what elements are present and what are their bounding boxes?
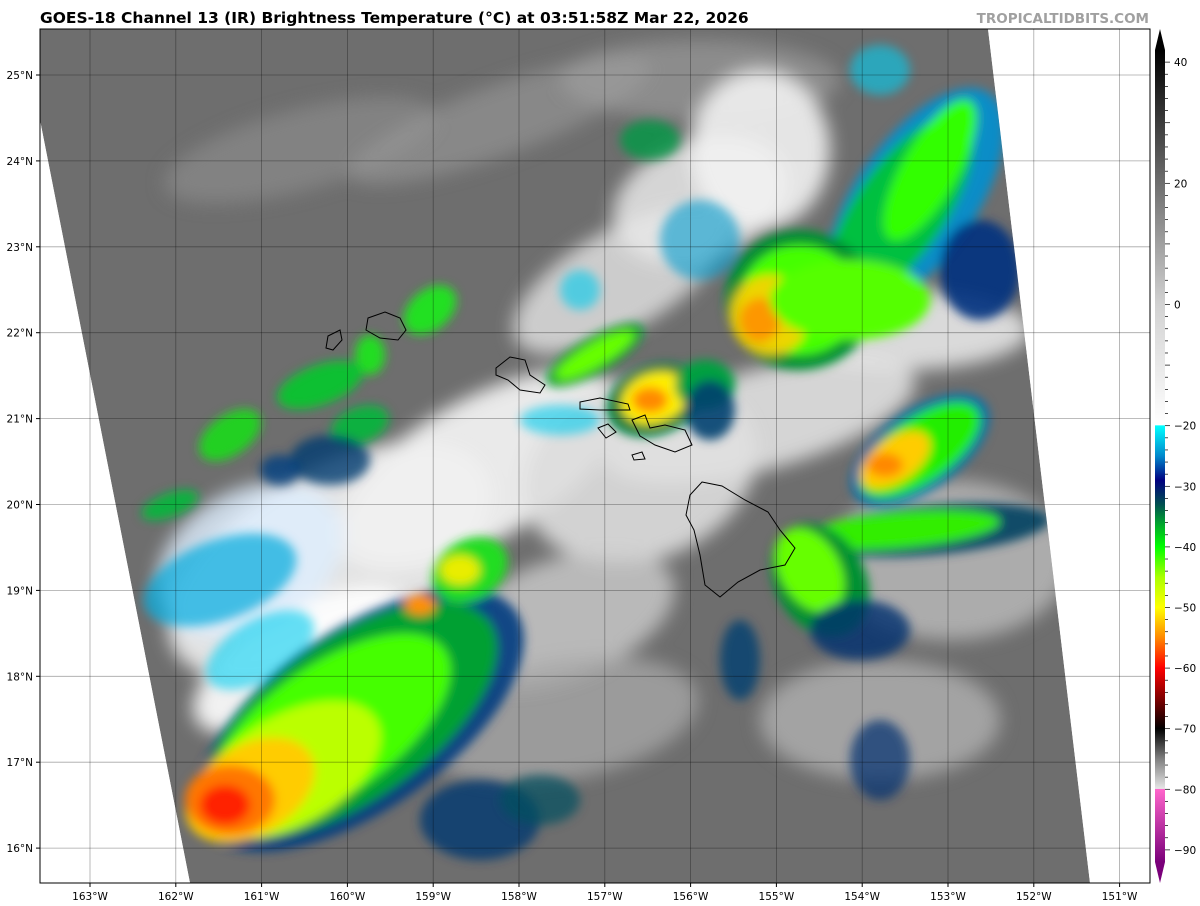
colorbar-tick-label: −90 xyxy=(1174,845,1196,857)
colorbar-min-arrow xyxy=(1155,862,1165,883)
colorbar-tick-label: 40 xyxy=(1174,57,1187,69)
lon-tick-label: 160°W xyxy=(330,891,366,903)
lat-tick-label: 23°N xyxy=(7,242,33,254)
lon-tick-label: 153°W xyxy=(930,891,966,903)
cold-cloud-top xyxy=(810,600,910,660)
imagery-layer xyxy=(40,29,1090,883)
lat-tick-label: 16°N xyxy=(7,843,33,855)
colorbar-tick-label: −80 xyxy=(1174,784,1196,796)
colorbar-tick-label: −40 xyxy=(1174,542,1196,554)
lat-tick-label: 24°N xyxy=(7,156,33,168)
island-oahu xyxy=(495,356,546,394)
lon-tick-label: 156°W xyxy=(673,891,709,903)
colorbar-tick-label: 0 xyxy=(1174,300,1181,312)
gridlines xyxy=(40,29,1150,883)
cold-cloud-top xyxy=(685,380,735,440)
cold-cloud-top xyxy=(290,435,370,485)
colorbar-tick-label: −20 xyxy=(1174,421,1196,433)
cold-cloud-top xyxy=(940,220,1020,320)
cold-cloud-top xyxy=(770,260,930,340)
cold-cloud-top xyxy=(560,270,600,310)
site-credit: TROPICALTIDBITS.COM xyxy=(976,11,1149,27)
lon-tick-label: 157°W xyxy=(587,891,623,903)
cold-cloud-top xyxy=(867,453,903,477)
cold-cloud-top xyxy=(405,595,435,615)
cold-cloud-top xyxy=(800,510,1000,550)
cold-cloud-top xyxy=(200,785,250,825)
lat-tick-label: 20°N xyxy=(7,500,33,512)
island-kahoolawe xyxy=(631,451,646,461)
colorbar-tick-label: −70 xyxy=(1174,724,1196,736)
lon-tick-label: 151°W xyxy=(1102,891,1138,903)
cold-cloud-top xyxy=(555,330,635,380)
island-lanai xyxy=(597,423,617,439)
colorbar-tick-label: −50 xyxy=(1174,602,1196,614)
lat-tick-label: 22°N xyxy=(7,328,33,340)
island-hawaii xyxy=(685,481,796,598)
lat-tick-label: 25°N xyxy=(7,70,33,82)
cold-cloud-top xyxy=(775,528,845,612)
lon-tick-label: 162°W xyxy=(158,891,194,903)
colorbar-tick-label: 20 xyxy=(1174,178,1187,190)
coastlines xyxy=(325,311,796,598)
cloud-area xyxy=(164,97,436,203)
colorbar-tick-label: −60 xyxy=(1174,663,1196,675)
cold-cloud-top xyxy=(850,720,910,800)
cold-cloud-top xyxy=(143,533,297,627)
cloud-area xyxy=(604,356,916,484)
lat-tick-label: 19°N xyxy=(7,585,33,597)
chart-title: GOES-18 Channel 13 (IR) Brightness Tempe… xyxy=(40,9,749,27)
colorbar-tick-label: −30 xyxy=(1174,481,1196,493)
lon-tick-label: 159°W xyxy=(415,891,451,903)
cold-cloud-top xyxy=(740,298,780,342)
colorbar-gradient xyxy=(1155,50,1165,862)
island-maui xyxy=(631,414,693,453)
cold-cloud-top xyxy=(660,200,740,280)
cold-cloud-top xyxy=(199,409,261,461)
lon-tick-label: 154°W xyxy=(844,891,880,903)
lat-tick-label: 21°N xyxy=(7,414,33,426)
cold-cloud-top xyxy=(440,555,480,585)
cold-cloud-top xyxy=(141,489,199,521)
cold-cloud-top xyxy=(720,620,760,700)
colorbar: 40 20 0 −20 −30 −40 −50 −60 −70 −80 −90 xyxy=(1155,29,1196,883)
lon-tick-label: 155°W xyxy=(759,891,795,903)
cold-cloud-top xyxy=(500,775,580,825)
cold-cloud-top xyxy=(260,455,300,485)
cold-cloud-top xyxy=(883,99,977,241)
cold-cloud-top xyxy=(620,120,680,160)
cold-cloud-top xyxy=(403,285,457,335)
lon-tick-label: 161°W xyxy=(244,891,280,903)
cloud-area xyxy=(690,70,830,230)
cold-cloud-top xyxy=(331,405,389,445)
lon-tick-label: 163°W xyxy=(72,891,108,903)
lat-tick-label: 17°N xyxy=(7,757,33,769)
cold-cloud-top xyxy=(520,405,600,435)
cold-cloud-top xyxy=(205,610,315,690)
island-kauai xyxy=(365,311,407,341)
colorbar-max-arrow xyxy=(1155,29,1165,50)
cold-cloud-top xyxy=(355,335,385,375)
island-niihau xyxy=(325,329,343,351)
cold-cloud-top xyxy=(850,45,910,95)
map-frame xyxy=(39,28,1151,884)
lat-tick-label: 18°N xyxy=(7,671,33,683)
cold-cloud-top xyxy=(277,360,363,410)
island-molokai xyxy=(579,397,631,411)
lon-tick-label: 152°W xyxy=(1016,891,1052,903)
cold-cloud-top xyxy=(632,387,668,413)
lon-tick-label: 158°W xyxy=(501,891,537,903)
